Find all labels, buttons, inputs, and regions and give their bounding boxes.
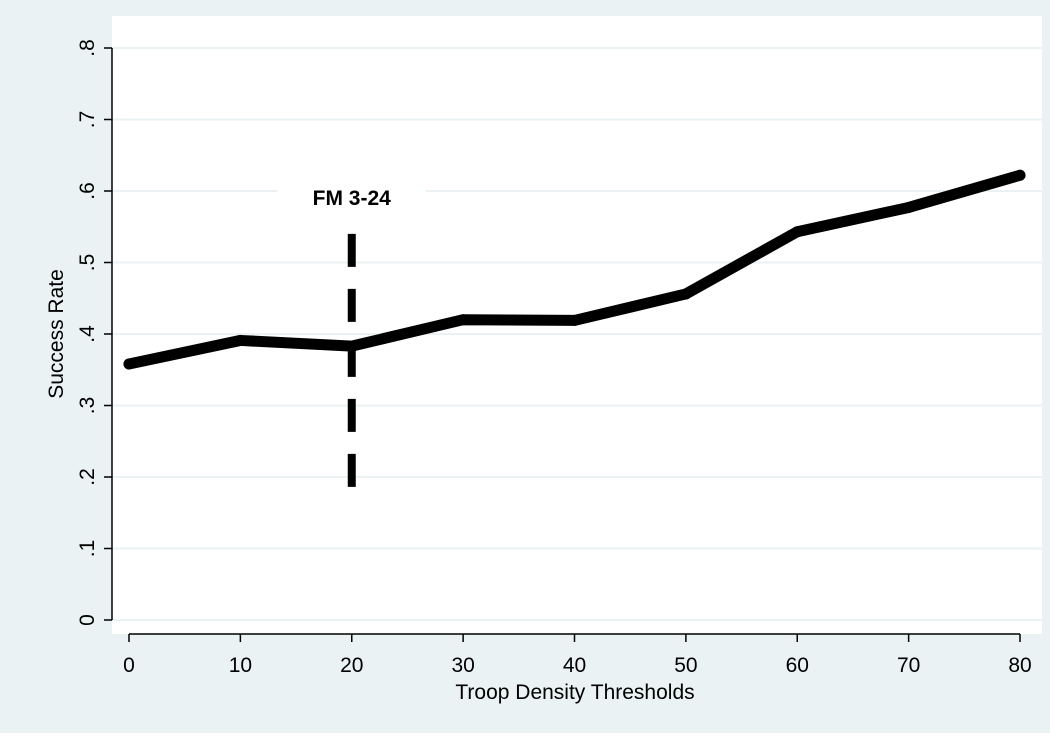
x-tick-label-8: 80 [1008,654,1031,677]
data-point-5 [680,288,692,300]
x-tick-label-4: 40 [563,654,586,677]
data-point-3 [457,314,469,326]
data-point-0 [123,358,135,370]
annotation-label-background [277,180,426,214]
x-tick-label-5: 50 [674,654,697,677]
y-tick-label-3: .3 [76,397,99,415]
annotation-group: FM 3-24 [277,180,426,492]
annotation-label-fm-3-24: FM 3-24 [313,187,392,210]
data-point-6 [791,226,803,238]
y-tick-label-0: 0 [76,614,99,626]
data-point-1 [234,334,246,346]
series-points [123,169,1026,370]
x-tick-label-3: 30 [451,654,474,677]
axis-ticks: 0 .1 .2 .3 .4 .5 .6 .7 .8 0 10 20 30 40 50 60 70 80 [76,39,1032,677]
x-tick-label-7: 70 [897,654,920,677]
y-tick-label-1: .1 [76,540,99,558]
gridlines [112,47,1042,621]
y-tick-label-5: .5 [76,254,99,272]
x-tick-label-0: 0 [123,654,135,677]
y-tick-label-4: .4 [76,325,99,343]
data-point-7 [903,201,915,213]
y-axis-title: Success Rate [45,269,68,399]
data-point-4 [569,314,580,326]
x-tick-label-6: 60 [786,654,809,677]
y-tick-label-7: .7 [76,111,99,129]
x-axis-title: Troop Density Thresholds [455,681,694,704]
y-tick-label-8: .8 [76,39,99,57]
y-tick-label-6: .6 [76,182,99,200]
x-tick-label-2: 20 [340,654,363,677]
x-tick-label-1: 10 [229,654,252,677]
data-point-8 [1014,169,1026,181]
y-tick-label-2: .2 [76,468,99,486]
data-point-2 [346,340,358,352]
